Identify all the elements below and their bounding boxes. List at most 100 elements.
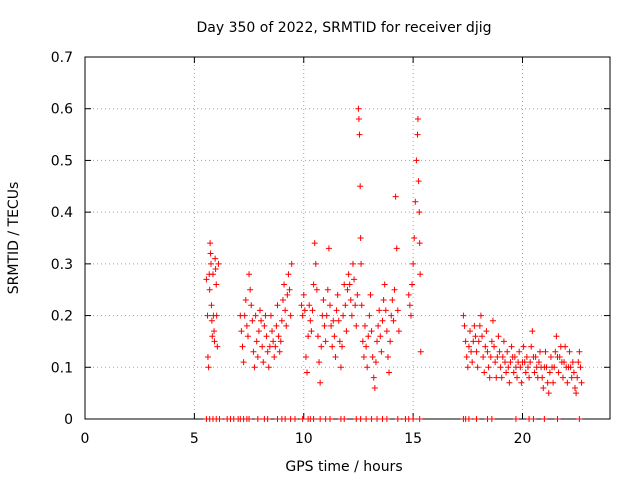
data-point <box>375 322 382 329</box>
data-point <box>357 235 364 241</box>
data-point <box>242 297 249 304</box>
data-point <box>337 364 344 371</box>
data-point <box>351 276 358 283</box>
data-point <box>542 348 549 355</box>
data-point <box>288 260 295 267</box>
data-point <box>492 359 499 366</box>
data-point <box>470 338 477 345</box>
data-point <box>333 307 340 314</box>
data-point <box>253 338 260 345</box>
data-point <box>522 369 529 376</box>
data-point <box>311 240 318 247</box>
data-point <box>465 343 472 350</box>
data-point <box>506 379 513 386</box>
data-point <box>246 416 253 422</box>
data-point <box>310 416 317 422</box>
data-point <box>417 271 424 278</box>
data-point <box>537 348 543 355</box>
data-point <box>366 312 373 319</box>
plot-frame <box>84 56 611 420</box>
data-point <box>287 312 294 319</box>
data-point <box>410 260 417 267</box>
data-point <box>355 116 362 123</box>
data-point <box>488 416 495 422</box>
data-point <box>412 198 419 205</box>
data-point <box>475 338 482 345</box>
data-point <box>393 245 400 252</box>
data-point <box>494 353 501 360</box>
data-point <box>394 416 401 422</box>
data-point <box>416 240 423 247</box>
data-point <box>516 348 523 355</box>
data-point <box>573 390 580 397</box>
data-point <box>370 374 377 381</box>
x-tick-label: 15 <box>404 431 422 447</box>
data-point <box>251 364 258 371</box>
data-point <box>259 343 266 350</box>
data-point <box>282 416 289 422</box>
data-point <box>284 291 291 298</box>
data-point <box>248 302 255 309</box>
data-point <box>483 328 490 335</box>
data-point <box>321 322 328 329</box>
data-point <box>559 374 566 381</box>
data-point <box>472 333 479 340</box>
data-point <box>362 322 368 329</box>
data-point <box>566 348 573 355</box>
data-point <box>348 312 355 319</box>
data-point <box>411 235 418 241</box>
data-point <box>417 348 424 355</box>
data-point <box>487 353 494 360</box>
data-point <box>564 379 571 386</box>
data-point <box>376 307 383 314</box>
data-point <box>392 193 399 200</box>
data-point <box>378 348 385 355</box>
data-point <box>286 286 293 293</box>
data-point <box>572 384 578 391</box>
data-point <box>504 348 511 355</box>
data-point <box>322 338 329 345</box>
data-point <box>527 359 534 366</box>
data-point <box>252 312 259 319</box>
data-point <box>260 359 267 366</box>
y-tick-label: 0.7 <box>51 50 73 66</box>
data-point <box>325 245 332 252</box>
data-point <box>282 307 289 314</box>
data-point <box>349 260 356 267</box>
data-point <box>301 307 308 314</box>
data-point <box>203 276 210 283</box>
data-point <box>207 240 214 247</box>
data-point <box>211 328 218 335</box>
data-point <box>238 328 245 335</box>
data-point <box>208 260 214 267</box>
data-point <box>257 307 263 314</box>
data-point <box>508 343 515 350</box>
data-point <box>240 359 247 366</box>
data-point <box>500 338 507 345</box>
data-point <box>544 379 551 386</box>
data-point <box>498 374 505 381</box>
data-point <box>357 183 364 190</box>
y-tick-label: 0.6 <box>51 102 73 118</box>
x-tick-label: 20 <box>514 431 532 447</box>
data-point <box>467 328 473 335</box>
data-point <box>577 364 584 371</box>
data-point <box>358 260 365 267</box>
data-point <box>512 416 519 422</box>
data-point <box>567 364 574 371</box>
data-point <box>493 374 500 381</box>
data-point <box>264 416 271 422</box>
data-point <box>532 353 539 360</box>
data-point <box>274 302 281 309</box>
data-point <box>206 286 213 293</box>
data-point <box>334 291 341 298</box>
data-point <box>388 312 395 319</box>
data-point <box>390 317 397 324</box>
data-point <box>341 281 348 288</box>
data-point <box>545 390 552 397</box>
data-point <box>292 416 298 422</box>
data-point <box>314 333 321 340</box>
data-point <box>275 333 282 340</box>
data-point <box>359 338 366 345</box>
